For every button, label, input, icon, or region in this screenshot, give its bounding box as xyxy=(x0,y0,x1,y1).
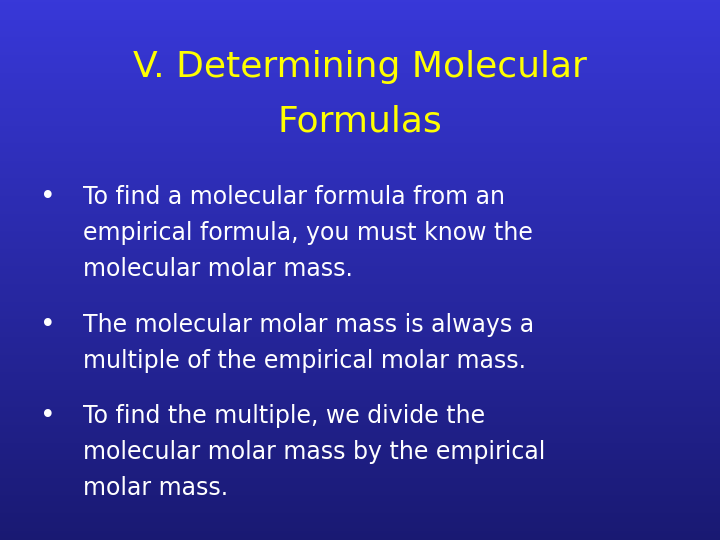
Text: •: • xyxy=(40,403,55,429)
Text: molecular molar mass by the empirical: molecular molar mass by the empirical xyxy=(83,440,545,464)
Text: empirical formula, you must know the: empirical formula, you must know the xyxy=(83,221,533,245)
Text: molecular molar mass.: molecular molar mass. xyxy=(83,258,353,281)
Text: The molecular molar mass is always a: The molecular molar mass is always a xyxy=(83,313,534,336)
Text: To find a molecular formula from an: To find a molecular formula from an xyxy=(83,185,505,209)
Text: •: • xyxy=(40,312,55,338)
Text: molar mass.: molar mass. xyxy=(83,476,228,500)
Text: multiple of the empirical molar mass.: multiple of the empirical molar mass. xyxy=(83,349,526,373)
Text: •: • xyxy=(40,184,55,210)
Text: Formulas: Formulas xyxy=(278,105,442,138)
Text: V. Determining Molecular: V. Determining Molecular xyxy=(133,51,587,84)
Text: To find the multiple, we divide the: To find the multiple, we divide the xyxy=(83,404,485,428)
